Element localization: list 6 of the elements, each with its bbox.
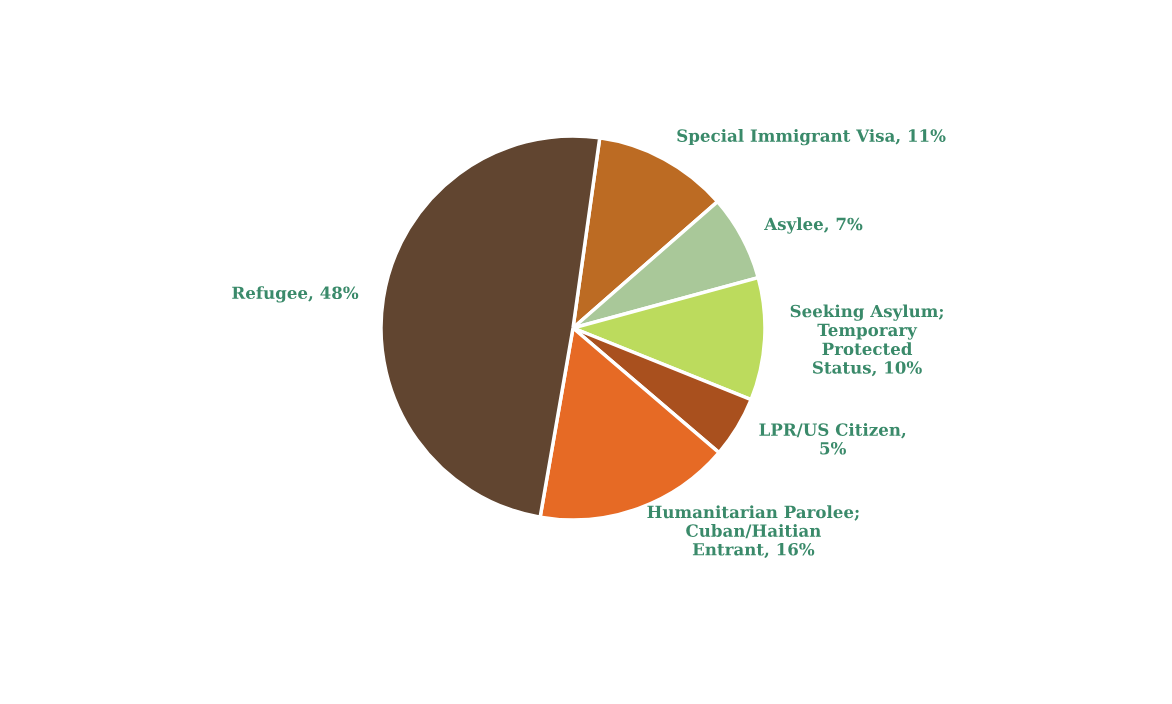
slice-label: Refugee, 48% xyxy=(232,286,359,303)
slice-label: Asylee, 7% xyxy=(764,217,863,234)
slice-label: Special Immigrant Visa, 11% xyxy=(677,128,946,146)
slice-label: Humanitarian Parolee; Cuban/Haitian Entrant, 16% xyxy=(647,505,859,559)
slice-label: LPR/US Citizen, 5% xyxy=(759,422,906,455)
slice-label: Seeking Asylum; Temporary Protected Status, 10% xyxy=(790,304,943,377)
